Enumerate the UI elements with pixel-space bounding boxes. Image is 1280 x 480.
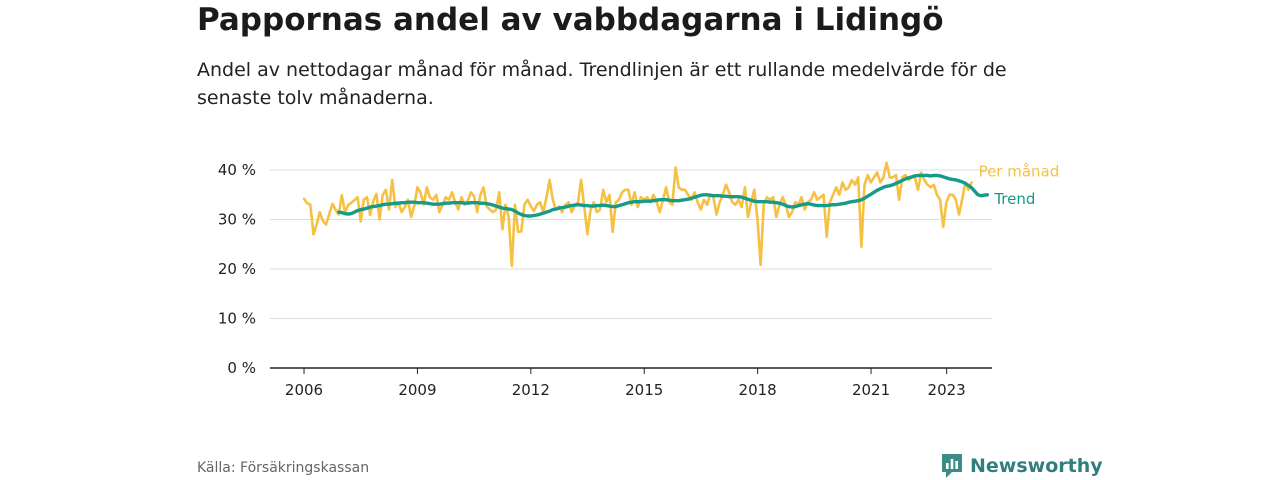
x-tick-label: 2012: [512, 381, 550, 399]
series-group: [302, 161, 989, 268]
y-grid: [270, 169, 992, 319]
x-tick-label: 2023: [928, 381, 966, 399]
x-tick-label: 2009: [398, 381, 436, 399]
x-tick-label: 2021: [852, 381, 890, 399]
y-tick-label: 30 %: [218, 211, 256, 229]
line-chart: 0 % 10 % 20 % 30 % 40 % 2006 2009 2012 2015 2018…: [218, 161, 1060, 399]
y-tick-label: 0 %: [227, 359, 256, 377]
x-tick-label: 2015: [625, 381, 663, 399]
y-tick-label: 20 %: [218, 260, 256, 278]
source-note: Källa: Försäkringskassan: [197, 460, 370, 476]
series-label-trend: Trend: [993, 190, 1035, 208]
x-tick-label: 2018: [739, 381, 777, 399]
x-tick-label: 2006: [285, 381, 323, 399]
chart-title: Pappornas andel av vabbdagarna i Lidingö: [197, 2, 944, 38]
series-line-per-manad: [302, 161, 973, 268]
y-tick-label: 10 %: [218, 310, 256, 328]
y-axis-ticks: 0 % 10 % 20 % 30 % 40 %: [218, 161, 256, 377]
series-line-trend: [337, 173, 989, 218]
x-axis-ticks: 2006 2009 2012 2015 2018 2021 2023: [285, 368, 966, 399]
brand-logo: Newsworthy: [940, 452, 1103, 480]
series-label-per-manad: Per månad: [979, 162, 1060, 180]
newsworthy-logo-icon: [942, 454, 962, 478]
brand-name: Newsworthy: [970, 455, 1103, 477]
chart-subtitle: Andel av nettodagar månad för månad. Tre…: [197, 59, 1007, 109]
series-labels: Per månad Trend: [979, 162, 1060, 207]
y-tick-label: 40 %: [218, 161, 256, 179]
